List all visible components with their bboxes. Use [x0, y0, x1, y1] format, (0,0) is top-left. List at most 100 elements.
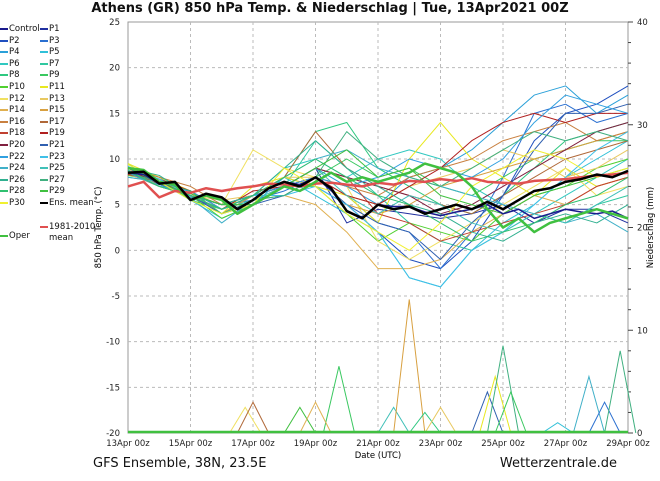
x-tick-label: 19Apr 00z	[294, 439, 338, 449]
legend-swatch	[40, 62, 48, 65]
legend-item: P29	[40, 186, 65, 197]
legend-label: P23	[49, 151, 65, 162]
legend-label: P11	[49, 82, 65, 92]
legend-label: P16	[9, 116, 25, 127]
legend-item-climate: 1981-2010 mean	[40, 222, 95, 243]
member-line-p28	[127, 158, 629, 242]
legend-swatch	[40, 132, 48, 135]
legend-swatch	[0, 86, 8, 88]
legend-label: P20	[9, 140, 25, 150]
legend-swatch	[40, 109, 48, 112]
precip-spike	[408, 411, 441, 434]
y-tick-label: -5	[112, 292, 120, 302]
legend-swatch	[0, 74, 8, 77]
legend-swatch	[0, 144, 8, 146]
precip-spike	[424, 406, 457, 434]
precip-spike	[486, 345, 520, 434]
legend-item: P9	[40, 70, 60, 81]
legend-label: P6	[9, 58, 20, 69]
legend-label: P18	[9, 128, 25, 139]
legend-swatch	[0, 28, 8, 30]
legend-item: Control	[0, 24, 40, 35]
legend-swatch	[40, 190, 48, 193]
legend-swatch	[0, 62, 8, 65]
legend-swatch	[0, 235, 8, 237]
legend-item: P10	[0, 82, 25, 93]
legend-swatch	[40, 86, 48, 88]
precip-spike	[604, 350, 637, 434]
y-tick-label: 10	[109, 155, 120, 165]
legend-label: mean	[49, 232, 74, 243]
legend-label: P1	[49, 24, 60, 34]
legend-item: P13	[40, 94, 65, 105]
y2-tick-label: 0	[637, 429, 642, 439]
legend-item: P4	[0, 47, 20, 58]
legend-label: P9	[49, 70, 60, 81]
legend-item: P19	[40, 128, 65, 139]
legend-swatch	[0, 109, 8, 112]
legend-label: P13	[49, 93, 65, 104]
legend-swatch	[0, 167, 8, 170]
legend-label: P19	[49, 128, 65, 139]
legend-item: P5	[40, 47, 60, 58]
x-tick-label: 15Apr 00z	[169, 439, 213, 449]
legend-item-oper: Oper	[0, 231, 30, 242]
precip-spike	[541, 422, 574, 434]
legend-label: P15	[49, 105, 65, 116]
legend-item: P3	[40, 36, 60, 47]
legend-item: P30	[0, 198, 25, 209]
x-tick-label: 21Apr 00z	[356, 439, 400, 449]
precip-spike	[229, 406, 262, 434]
legend-swatch	[40, 226, 48, 228]
legend-label: Oper	[9, 231, 30, 241]
legend-item: P21	[40, 140, 65, 151]
y-tick-label: 15	[109, 109, 120, 119]
legend-item: P25	[40, 163, 65, 174]
y2-tick-label: 40	[637, 18, 648, 28]
chart-title: Athens (GR) 850 hPa Temp. & Niederschlag…	[91, 1, 569, 16]
legend-label: P26	[9, 174, 25, 185]
legend-swatch	[40, 39, 48, 42]
legend-label: P8	[9, 70, 20, 81]
legend-swatch	[40, 120, 48, 123]
legend-label: P4	[9, 47, 20, 58]
precip-spike	[236, 401, 270, 434]
precip-spike	[479, 374, 512, 434]
legend-label: P14	[9, 105, 25, 116]
legend-label: P10	[9, 82, 25, 92]
legend-swatch	[40, 144, 48, 146]
legend-swatch	[0, 120, 8, 123]
y-tick-label: -15	[106, 383, 120, 393]
precip-spike	[572, 374, 606, 434]
precip-spike	[471, 390, 504, 434]
legend-item: P16	[0, 117, 25, 128]
legend-swatch	[40, 155, 48, 158]
y2-axis-label: Niederschlag (mm)	[646, 187, 656, 268]
legend-item: P23	[40, 152, 65, 163]
legend-item: P15	[40, 105, 65, 116]
legend-label: P25	[49, 163, 65, 174]
precip-spike	[299, 401, 332, 434]
legend-item: P24	[0, 163, 25, 174]
legend-swatch	[0, 97, 8, 100]
legend-label: P7	[49, 58, 60, 69]
legend-label: P28	[9, 186, 25, 197]
legend-label: P27	[49, 174, 65, 185]
x-tick-label: 29Apr 00z	[606, 439, 650, 449]
legend-item: P27	[40, 175, 65, 186]
legend-item: P8	[0, 70, 20, 81]
x-tick-label: 25Apr 00z	[481, 439, 525, 449]
legend-item: P1	[40, 24, 60, 35]
precip-spike	[588, 401, 621, 434]
y-tick-label: 5	[115, 201, 120, 211]
legend-item: P12	[0, 94, 25, 105]
legend-item: P2	[0, 36, 20, 47]
legend-label: Ens. mean	[49, 198, 94, 208]
legend-item: P6	[0, 59, 20, 70]
precip-spike	[283, 406, 316, 434]
y-tick-label: -20	[106, 429, 120, 439]
legend-label: P17	[49, 116, 65, 127]
legend-label: P29	[49, 186, 65, 197]
precip-spike	[322, 366, 356, 434]
